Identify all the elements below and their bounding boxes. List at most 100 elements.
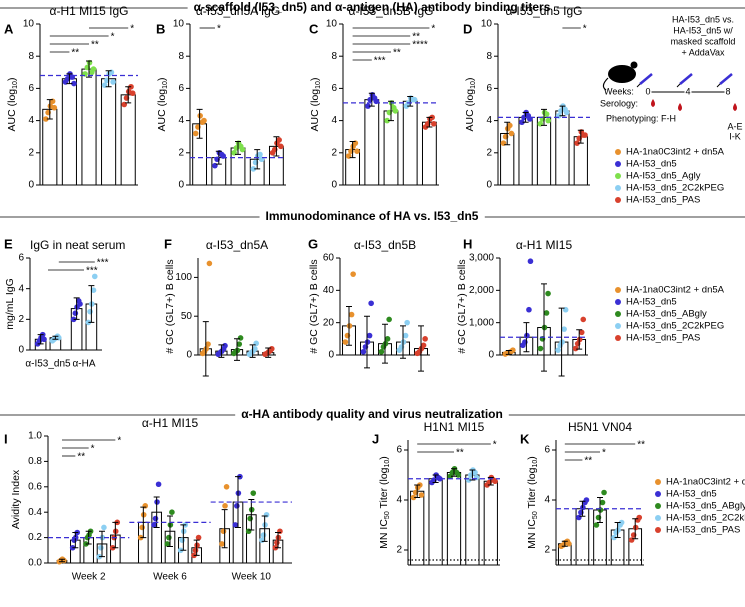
error-bar xyxy=(37,334,44,345)
y-tick-label: 0.4 xyxy=(28,507,42,518)
error-bar xyxy=(275,532,282,549)
blood-drop xyxy=(733,103,737,111)
error-bar xyxy=(86,60,92,78)
error-bar xyxy=(218,344,225,358)
y-tick-label: 10 xyxy=(173,19,185,30)
section-header: Immunodominance of HA vs. I53_dn5 xyxy=(266,209,479,223)
y-axis-label-part: # GC (GL7+) B cells xyxy=(308,259,320,353)
data-point xyxy=(223,484,230,490)
y-axis-label-subscript: 10 xyxy=(162,81,169,89)
error-bar xyxy=(505,349,512,355)
readout-label: I-K xyxy=(729,131,741,141)
data-point xyxy=(98,544,104,551)
data-point xyxy=(572,345,579,352)
data-point xyxy=(179,537,185,543)
data-point xyxy=(582,132,588,138)
data-point xyxy=(527,258,534,265)
mouse-tail xyxy=(602,77,609,91)
error-bar xyxy=(221,509,228,549)
legend-marker xyxy=(615,335,621,341)
data-point xyxy=(87,308,93,315)
data-point xyxy=(384,336,391,342)
week-label-bg xyxy=(724,86,732,97)
y-tick-label: 2 xyxy=(18,314,24,325)
y-axis-label-part: ) xyxy=(378,456,390,460)
error-bar xyxy=(235,141,241,155)
legend-marker xyxy=(655,491,661,497)
data-point xyxy=(220,528,227,535)
data-point xyxy=(437,475,443,482)
data-point xyxy=(618,519,625,526)
y-tick-label: 4 xyxy=(28,115,34,126)
y-axis-label-part: Avidity Index xyxy=(10,469,22,529)
y-tick-label: 100 xyxy=(175,272,192,283)
y-tick-label: 6 xyxy=(18,253,24,264)
error-bar xyxy=(73,297,80,320)
y-axis-label-part: AUC (log xyxy=(156,89,168,132)
data-point xyxy=(400,339,407,345)
data-point xyxy=(257,151,263,158)
data-point xyxy=(510,347,516,353)
weeks-label: Weeks: xyxy=(604,86,634,96)
syringe-needle xyxy=(636,83,641,88)
y-axis-label-part: ) xyxy=(6,78,18,82)
panel-letter: G xyxy=(308,236,318,251)
syringe xyxy=(719,73,733,85)
data-point xyxy=(236,341,243,347)
data-point xyxy=(366,332,373,339)
error-bar xyxy=(576,329,583,350)
y-axis-label: AUC (log10) xyxy=(309,78,323,132)
legend-marker xyxy=(655,479,661,485)
y-tick-label: 8 xyxy=(28,51,34,62)
significance-label: * xyxy=(583,24,587,35)
bar xyxy=(421,121,437,186)
bar xyxy=(483,480,498,566)
significance-label: * xyxy=(117,436,121,447)
section-header-bg xyxy=(187,0,557,16)
data-point xyxy=(455,472,462,478)
error-bar xyxy=(265,347,272,358)
legend-label: HA-1na0C3int2 + dn5A xyxy=(626,285,725,296)
y-tick-label: 0 xyxy=(486,180,492,191)
y-tick-label: 2,000 xyxy=(469,285,494,296)
legend-label: HA-I53_dn5 xyxy=(626,159,677,170)
legend-label: HA-I53_dn5_Agly xyxy=(626,171,701,182)
panel-title: α-I53_dn5A IgG xyxy=(196,4,280,18)
error-bar xyxy=(167,515,173,547)
significance-label: ** xyxy=(412,32,420,43)
data-point xyxy=(382,340,389,347)
schematic-title: + AddaVax xyxy=(681,47,725,57)
y-axis-label-part: ) xyxy=(156,78,168,82)
data-point xyxy=(192,547,199,554)
error-bar xyxy=(364,315,370,369)
legend-marker xyxy=(615,197,621,203)
error-bar xyxy=(577,129,584,144)
legend-marker xyxy=(615,299,621,305)
y-axis-label-subscript: 50 xyxy=(384,511,391,519)
y-tick-label: 60 xyxy=(323,253,335,264)
y-axis-label-part: MN IC xyxy=(378,519,390,549)
significance-label: * xyxy=(493,440,497,451)
data-point xyxy=(368,300,374,307)
error-bar xyxy=(368,92,375,107)
significance-label: * xyxy=(91,444,95,455)
panel-letter: K xyxy=(520,431,530,446)
data-point xyxy=(346,323,353,329)
data-point xyxy=(526,306,532,313)
error-bar xyxy=(407,95,414,107)
error-bar xyxy=(597,497,603,523)
bar xyxy=(465,474,480,566)
readout-label: A-E xyxy=(727,121,742,131)
significance-label: * xyxy=(111,32,115,43)
data-point xyxy=(237,335,244,341)
y-tick-label: 40 xyxy=(323,285,335,296)
data-point xyxy=(259,537,265,543)
data-point xyxy=(260,532,267,538)
y-tick-label: 0 xyxy=(328,350,334,361)
bar xyxy=(61,78,77,186)
error-bar xyxy=(614,522,621,538)
panel-title: α-H1 MI15 xyxy=(142,416,199,430)
error-bar xyxy=(58,558,65,563)
panel-title: H1N1 MI15 xyxy=(424,420,485,434)
data-point xyxy=(348,311,355,318)
